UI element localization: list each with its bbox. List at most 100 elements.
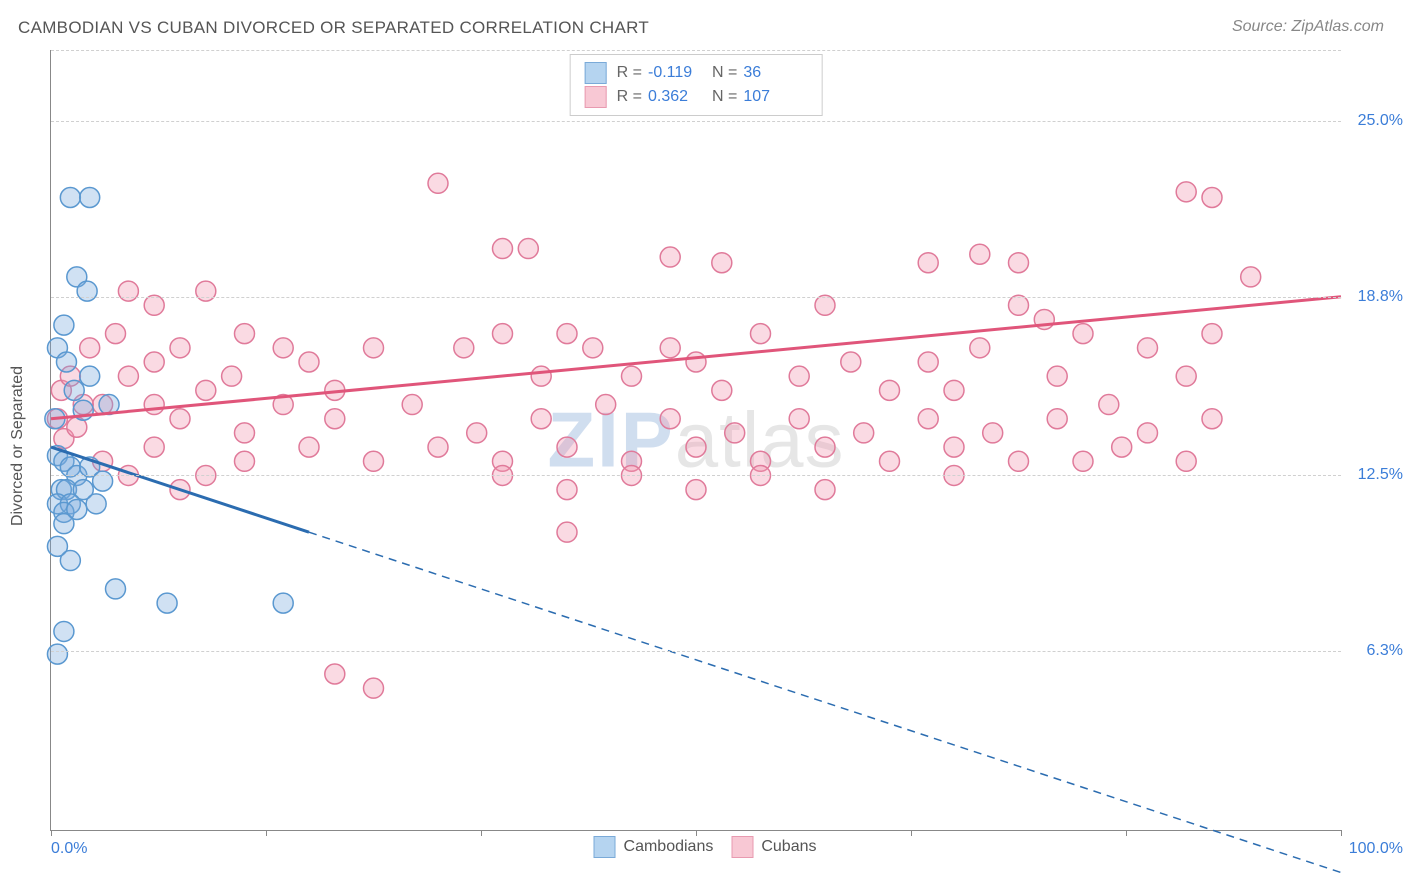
legend-swatch-cubans bbox=[585, 86, 607, 108]
cubans-point bbox=[170, 338, 190, 358]
cubans-point bbox=[118, 366, 138, 386]
plot-svg bbox=[51, 50, 1341, 830]
cubans-point bbox=[325, 664, 345, 684]
gridline-h bbox=[51, 121, 1341, 122]
x-tick-label-left: 0.0% bbox=[51, 840, 87, 858]
cubans-point bbox=[196, 380, 216, 400]
n-label: N = bbox=[712, 85, 737, 109]
cambodians-point bbox=[77, 281, 97, 301]
cubans-point bbox=[944, 437, 964, 457]
cubans-point bbox=[118, 281, 138, 301]
cubans-point bbox=[686, 437, 706, 457]
cubans-point bbox=[1047, 409, 1067, 429]
cambodians-point bbox=[54, 621, 74, 641]
r-value-cubans: 0.362 bbox=[648, 85, 698, 109]
cubans-point bbox=[660, 247, 680, 267]
cubans-point bbox=[1073, 451, 1093, 471]
cubans-point bbox=[815, 480, 835, 500]
cubans-point bbox=[918, 352, 938, 372]
cubans-point bbox=[944, 380, 964, 400]
cubans-point bbox=[712, 380, 732, 400]
y-tick-label: 6.3% bbox=[1367, 642, 1403, 660]
cubans-point bbox=[364, 678, 384, 698]
chart-container: CAMBODIAN VS CUBAN DIVORCED OR SEPARATED… bbox=[0, 0, 1406, 892]
cubans-point bbox=[918, 253, 938, 273]
cambodians-point bbox=[80, 366, 100, 386]
series-legend: Cambodians Cubans bbox=[576, 836, 817, 858]
x-tick bbox=[266, 830, 267, 836]
cubans-point bbox=[235, 423, 255, 443]
legend-swatch-cubans-bottom bbox=[731, 836, 753, 858]
plot-area: ZIPatlas R = -0.119 N = 36 R = 0.362 N =… bbox=[50, 50, 1341, 831]
y-tick-label: 25.0% bbox=[1358, 112, 1403, 130]
cambodians-point bbox=[56, 352, 76, 372]
cubans-point bbox=[1138, 338, 1158, 358]
cubans-point bbox=[1202, 324, 1222, 344]
cubans-point bbox=[428, 437, 448, 457]
x-tick bbox=[51, 830, 52, 836]
cubans-point bbox=[751, 324, 771, 344]
gridline-h bbox=[51, 475, 1341, 476]
cubans-point bbox=[222, 366, 242, 386]
cubans-point bbox=[557, 437, 577, 457]
cambodians-point bbox=[273, 593, 293, 613]
cubans-point bbox=[273, 338, 293, 358]
cubans-point bbox=[557, 522, 577, 542]
cubans-point bbox=[622, 366, 642, 386]
cubans-point bbox=[854, 423, 874, 443]
cubans-point bbox=[557, 324, 577, 344]
cubans-point bbox=[815, 437, 835, 457]
cubans-point bbox=[531, 409, 551, 429]
cambodians-point bbox=[60, 551, 80, 571]
cubans-point bbox=[170, 409, 190, 429]
cubans-point bbox=[1138, 423, 1158, 443]
cubans-point bbox=[144, 395, 164, 415]
gridline-h bbox=[51, 50, 1341, 51]
cubans-point bbox=[1176, 182, 1196, 202]
cubans-point bbox=[235, 451, 255, 471]
cubans-point bbox=[686, 352, 706, 372]
correlation-legend: R = -0.119 N = 36 R = 0.362 N = 107 bbox=[570, 54, 823, 116]
chart-source: Source: ZipAtlas.com bbox=[1232, 18, 1384, 36]
n-label: N = bbox=[712, 61, 737, 85]
cubans-point bbox=[325, 409, 345, 429]
cubans-point bbox=[712, 253, 732, 273]
x-tick bbox=[911, 830, 912, 836]
cubans-point bbox=[789, 366, 809, 386]
cubans-point bbox=[725, 423, 745, 443]
cubans-point bbox=[841, 352, 861, 372]
cubans-point bbox=[106, 324, 126, 344]
gridline-h bbox=[51, 297, 1341, 298]
y-tick-label: 18.8% bbox=[1358, 288, 1403, 306]
cubans-point bbox=[660, 409, 680, 429]
cubans-point bbox=[1009, 253, 1029, 273]
x-tick-label-right: 100.0% bbox=[1349, 840, 1403, 858]
cubans-point bbox=[983, 423, 1003, 443]
cubans-point bbox=[1202, 409, 1222, 429]
legend-swatch-cambodians-bottom bbox=[594, 836, 616, 858]
cubans-point bbox=[518, 239, 538, 259]
cubans-point bbox=[144, 295, 164, 315]
cubans-point bbox=[428, 173, 448, 193]
cubans-point bbox=[970, 244, 990, 264]
cubans-point bbox=[196, 281, 216, 301]
x-tick bbox=[481, 830, 482, 836]
cubans-point bbox=[1241, 267, 1261, 287]
cubans-point bbox=[1009, 295, 1029, 315]
chart-title: CAMBODIAN VS CUBAN DIVORCED OR SEPARATED… bbox=[18, 18, 649, 38]
cubans-point bbox=[880, 451, 900, 471]
cambodians-point bbox=[93, 471, 113, 491]
cambodians-point bbox=[47, 644, 67, 664]
cubans-point bbox=[596, 395, 616, 415]
cubans-point bbox=[1112, 437, 1132, 457]
cambodians-point bbox=[106, 579, 126, 599]
legend-swatch-cambodians bbox=[585, 62, 607, 84]
n-value-cubans: 107 bbox=[743, 85, 793, 109]
cubans-point bbox=[1047, 366, 1067, 386]
y-tick-label: 12.5% bbox=[1358, 466, 1403, 484]
cubans-point bbox=[493, 239, 513, 259]
cubans-point bbox=[918, 409, 938, 429]
cubans-point bbox=[970, 338, 990, 358]
cubans-point bbox=[1073, 324, 1093, 344]
x-tick bbox=[1126, 830, 1127, 836]
